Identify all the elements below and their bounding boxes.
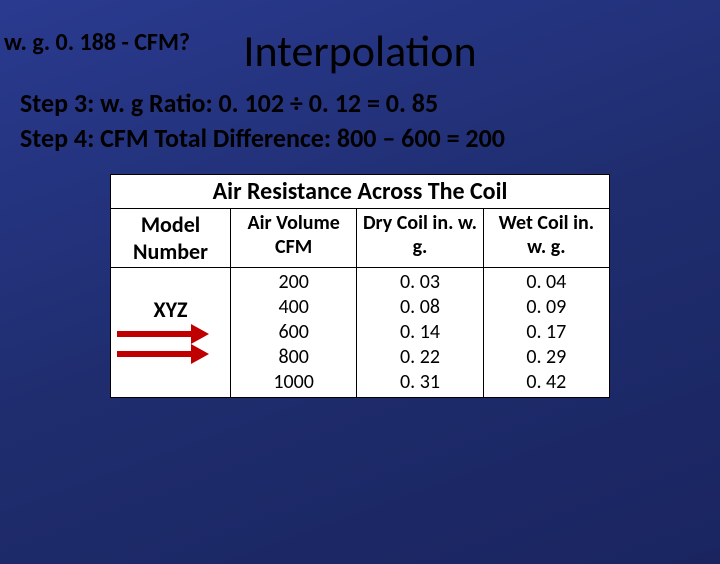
model-cell: XYZ [111,268,231,398]
cfm-value: 200 [235,270,352,295]
table-header-row: Model Number Air Volume CFM Dry Coil in.… [111,209,610,268]
cfm-value: 600 [235,320,352,345]
wet-value: 0. 29 [488,345,605,370]
arrows-group [117,319,217,369]
dry-value: 0. 22 [361,345,478,370]
cfm-cell: 200 400 600 800 1000 [231,268,357,398]
wet-value: 0. 17 [488,320,605,345]
header-wet-coil: Wet Coil in. w. g. [483,209,609,268]
cfm-value: 1000 [235,370,352,395]
dry-cell: 0. 03 0. 08 0. 14 0. 22 0. 31 [357,268,483,398]
dry-value: 0. 08 [361,295,478,320]
dry-value: 0. 14 [361,320,478,345]
wet-value: 0. 42 [488,370,605,395]
step-line: Step 3: w. g Ratio: 0. 102 ÷ 0. 12 = 0. … [20,86,700,121]
wet-cell: 0. 04 0. 09 0. 17 0. 29 0. 42 [483,268,609,398]
dry-value: 0. 31 [361,370,478,395]
table-data-row: XYZ 200 400 600 800 1000 [111,268,610,398]
arrow-icon [117,349,209,359]
steps-block: Step 3: w. g Ratio: 0. 102 ÷ 0. 12 = 0. … [20,86,700,156]
cfm-value: 400 [235,295,352,320]
resistance-table: Model Number Air Volume CFM Dry Coil in.… [110,208,610,398]
header-model: Model Number [111,209,231,268]
step-line: Step 4: CFM Total Difference: 800 – 600 … [20,121,700,156]
wet-value: 0. 04 [488,270,605,295]
header-dry-coil: Dry Coil in. w. g. [357,209,483,268]
arrow-icon [117,329,209,339]
cfm-value: 800 [235,345,352,370]
wet-value: 0. 09 [488,295,605,320]
table-title: Air Resistance Across The Coil [110,174,610,208]
header-air-volume: Air Volume CFM [231,209,357,268]
dry-value: 0. 03 [361,270,478,295]
corner-label: w. g. 0. 188 - CFM? [4,28,190,57]
resistance-table-wrap: Air Resistance Across The Coil Model Num… [110,174,610,398]
